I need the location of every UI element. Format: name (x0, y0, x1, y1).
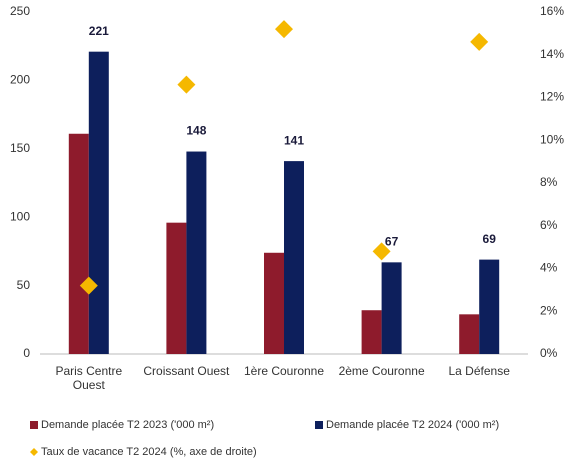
legend-marker (315, 421, 323, 429)
y2-tick-label: 16% (540, 4, 564, 18)
bar (284, 161, 304, 354)
x-tick-label: Paris Centre Ouest (55, 364, 123, 392)
y-tick-label: 200 (10, 73, 30, 87)
bar (186, 151, 207, 354)
y-tick-label: 50 (17, 278, 31, 292)
point (275, 20, 293, 39)
bar (479, 259, 500, 354)
bar (68, 133, 89, 354)
legend-marker (30, 421, 38, 429)
legend-marker (30, 448, 38, 456)
data-label: 141 (284, 133, 304, 147)
legend-label: Taux de vacance T2 2024 (%, axe de droit… (41, 446, 257, 458)
y-tick-label: 100 (10, 209, 30, 223)
data-label: 148 (186, 124, 206, 138)
bar (88, 51, 109, 355)
y-tick-label: 150 (10, 141, 30, 155)
y-tick-label: 250 (10, 4, 30, 18)
y2-tick-label: 10% (540, 132, 564, 146)
y2-tick-label: 8% (540, 175, 558, 189)
x-tick-label: La Défense (448, 364, 510, 378)
bar (381, 262, 402, 354)
data-label: 221 (89, 24, 109, 38)
point (177, 75, 196, 94)
bar (361, 310, 382, 354)
y2-tick-label: 14% (540, 47, 564, 61)
y2-tick-label: 2% (540, 303, 558, 317)
y2-tick-label: 4% (540, 261, 558, 275)
data-label: 69 (483, 232, 497, 246)
legend-label: Demande placée T2 2023 ('000 m²) (41, 419, 214, 431)
point (79, 276, 98, 295)
bar (459, 314, 480, 354)
bar (166, 222, 187, 354)
legend-label: Demande placée T2 2024 ('000 m²) (326, 419, 499, 431)
bar (264, 252, 284, 354)
point (372, 242, 391, 261)
x-tick-label: 1ère Couronne (243, 364, 325, 378)
x-tick-label: Croissant Ouest (143, 364, 230, 378)
y2-tick-label: 12% (540, 90, 564, 104)
data-label: 67 (385, 235, 399, 249)
x-tick-label: 2ème Couronne (338, 364, 425, 378)
y2-tick-label: 6% (540, 218, 558, 232)
y2-tick-label: 0% (540, 346, 558, 360)
point (470, 32, 489, 51)
y-tick-label: 0 (23, 346, 30, 360)
